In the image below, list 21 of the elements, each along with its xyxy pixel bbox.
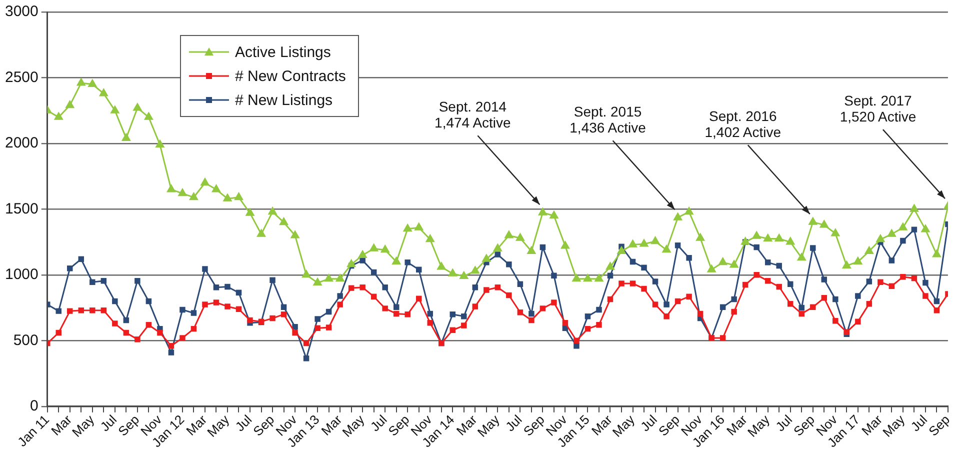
x-tick-label: Jul [367,412,390,434]
y-tick-label: 1000 [4,266,38,284]
x-tick-label: May [744,412,773,440]
x-tick-label: Jul [772,412,796,434]
x-tick-label: Jul [908,412,930,434]
x-tick-label: Jul [502,412,525,434]
x-tick-label: Jul [232,412,255,434]
x-tick-label: Jul [97,412,120,434]
annotation: Sept. 2015 1,436 Active [570,103,646,136]
legend-label: Active Listings [235,44,331,60]
y-tick-label: 3000 [4,3,38,20]
y-tick-label: 2000 [4,134,38,152]
annotation: Sept. 2017 1,520 Active [840,92,916,124]
annotation: Sept. 2014 1,474 Active [434,98,512,130]
legend-label: # New Contracts [235,68,346,84]
y-tick-label: 1500 [4,200,38,218]
legend-label: # New Listings [235,92,333,108]
y-tick-label: 2500 [4,68,38,86]
x-tick-label: Jul [638,412,660,434]
y-tick-label: 500 [13,332,38,349]
annotation: Sept. 2016 1,402 Active [704,108,782,140]
